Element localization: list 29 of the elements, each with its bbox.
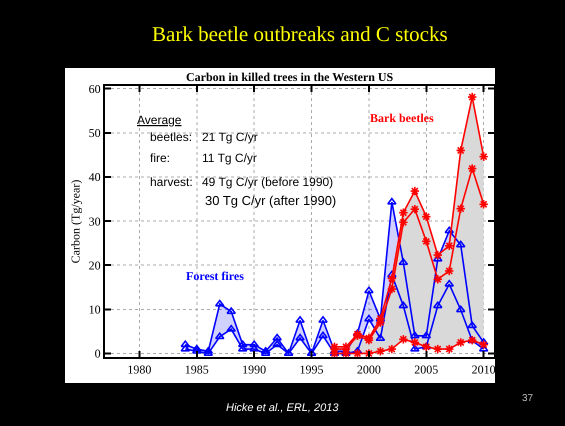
annotation: Forest fires (186, 269, 244, 283)
annotation: harvest: (150, 175, 193, 189)
y-tick-label: 30 (88, 214, 101, 228)
y-axis-title: Carbon (Tg/year) (68, 180, 82, 264)
x-tick-label: 1985 (184, 362, 209, 376)
annotation: Bark beetles (370, 111, 434, 125)
annotation: 49 Tg C/yr (before 1990) (202, 175, 334, 189)
y-tick-label: 60 (88, 82, 101, 96)
annotation: Average (137, 113, 182, 127)
annotation: 30 Tg C/yr (after 1990) (205, 193, 336, 208)
chart-subtitle: Carbon in killed trees in the Western US (186, 70, 394, 84)
annotation: fire: (150, 151, 170, 165)
y-tick-label: 10 (88, 302, 101, 317)
y-tick-label: 50 (88, 126, 101, 140)
text: 37 (522, 393, 534, 404)
x-tick-label: 2010 (472, 362, 496, 376)
text: Hicke et al., ERL, 2013 (226, 402, 340, 414)
annotation: 21 Tg C/yr (202, 130, 258, 144)
y-tick-label: 0 (94, 346, 101, 361)
x-tick-label: 1995 (300, 362, 324, 376)
x-tick-label: 1980 (127, 362, 152, 376)
chart-title: Bark beetle outbreaks and C stocks (152, 22, 448, 46)
x-tick-label: 2000 (356, 362, 381, 376)
annotation: 11 Tg C/yr (202, 151, 257, 165)
x-tick-label: 1990 (242, 362, 266, 376)
y-tick-label: 20 (88, 258, 101, 272)
annotation: beetles: (150, 130, 192, 144)
x-tick-label: 2005 (414, 362, 438, 376)
y-tick-label: 40 (88, 170, 101, 184)
